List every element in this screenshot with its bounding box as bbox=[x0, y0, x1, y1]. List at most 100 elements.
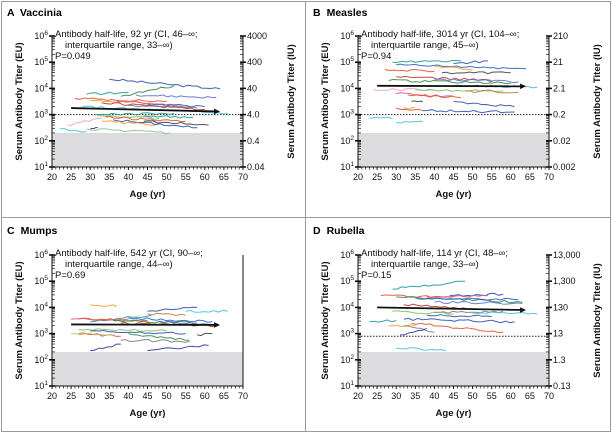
subject-trajectory-line bbox=[396, 296, 523, 304]
panel-name: Measles bbox=[327, 7, 368, 19]
subject-trajectory-line bbox=[90, 343, 121, 352]
x-tick-label: 25 bbox=[66, 172, 76, 182]
mean-trend-arrowhead bbox=[520, 83, 527, 90]
x-tick-label: 30 bbox=[85, 172, 95, 182]
y-tick-label: 101 bbox=[340, 380, 354, 391]
x-tick-label: 40 bbox=[123, 172, 133, 182]
y-tick-base: 10 bbox=[340, 302, 350, 312]
x-tick-label: 35 bbox=[104, 391, 114, 401]
y-tick-exponent: 3 bbox=[44, 109, 48, 116]
y-tick-base: 10 bbox=[340, 162, 350, 172]
y-tick-exponent: 6 bbox=[350, 249, 354, 256]
y-right-tick-label: 0.13 bbox=[553, 381, 571, 391]
y-tick-base: 10 bbox=[34, 110, 44, 120]
mean-trend-arrowhead bbox=[214, 108, 221, 115]
panel-letter: D bbox=[313, 225, 321, 237]
y-right-tick-label: 0.4 bbox=[247, 136, 260, 146]
y-right-axis-label: Serum Antibody Titer (IU) bbox=[592, 44, 603, 159]
subject-trajectory-line bbox=[434, 300, 523, 305]
y-axis-label: Serum Antibody Titer (EU) bbox=[14, 261, 25, 379]
below-detection-shading bbox=[358, 351, 549, 386]
x-tick-label: 60 bbox=[506, 391, 516, 401]
x-tick-label: 35 bbox=[410, 172, 420, 182]
y-tick-base: 10 bbox=[340, 381, 350, 391]
panel-title: A Vaccinia bbox=[7, 7, 62, 19]
subject-trajectory-line bbox=[392, 60, 462, 64]
x-tick-label: 30 bbox=[85, 391, 95, 401]
y-tick-base: 10 bbox=[340, 110, 350, 120]
x-tick-label: 70 bbox=[544, 172, 554, 182]
p-value-annotation: P=0.69 bbox=[55, 270, 85, 281]
x-tick-label: 20 bbox=[47, 391, 57, 401]
x-axis-label: Age (yr) bbox=[130, 408, 166, 419]
x-tick-label: 45 bbox=[142, 172, 152, 182]
subject-trajectory-line bbox=[78, 328, 167, 332]
subject-trajectory-line bbox=[400, 327, 427, 336]
y-tick-base: 10 bbox=[34, 276, 44, 286]
x-tick-label: 25 bbox=[372, 391, 382, 401]
mean-trend-arrowhead bbox=[214, 322, 221, 328]
subject-trajectory-line bbox=[434, 78, 519, 84]
subject-trajectory-line bbox=[90, 304, 118, 308]
subject-trajectory-line bbox=[392, 280, 466, 290]
y-axis-label: Serum Antibody Titer (EU) bbox=[14, 42, 25, 160]
y-tick-label: 104 bbox=[340, 301, 354, 312]
x-axis-label: Age (yr) bbox=[436, 189, 472, 200]
panel-divider-vertical bbox=[305, 1, 306, 431]
x-tick-label: 65 bbox=[219, 391, 229, 401]
mean-trend-line bbox=[377, 84, 523, 88]
below-detection-shading bbox=[52, 132, 243, 167]
below-detection-shading bbox=[358, 132, 549, 167]
subject-trajectory-line bbox=[415, 88, 504, 92]
subject-trajectory-line bbox=[411, 100, 423, 103]
y-right-tick-label: 400 bbox=[247, 57, 262, 67]
subject-trajectory-line bbox=[441, 71, 511, 75]
panel-name: Vaccinia bbox=[20, 7, 62, 19]
x-tick-label: 55 bbox=[487, 391, 497, 401]
subject-trajectory-line bbox=[403, 106, 416, 110]
subject-trajectory-line bbox=[472, 311, 538, 315]
y-tick-exponent: 5 bbox=[44, 275, 48, 282]
x-tick-label: 40 bbox=[123, 391, 133, 401]
y-tick-label: 103 bbox=[34, 109, 48, 120]
y-right-tick-label: 21 bbox=[553, 57, 563, 67]
subject-trajectory-line bbox=[86, 91, 129, 96]
subject-trajectory-line bbox=[120, 85, 175, 97]
x-tick-label: 50 bbox=[162, 391, 172, 401]
y-right-tick-label: 1.3 bbox=[553, 355, 566, 365]
subject-trajectory-line bbox=[396, 347, 447, 352]
y-tick-exponent: 4 bbox=[44, 82, 48, 89]
y-tick-exponent: 4 bbox=[350, 82, 354, 89]
y-tick-exponent: 1 bbox=[44, 161, 48, 168]
x-tick-label: 65 bbox=[525, 172, 535, 182]
y-tick-label: 104 bbox=[340, 82, 354, 93]
x-tick-label: 70 bbox=[544, 391, 554, 401]
y-tick-base: 10 bbox=[340, 31, 350, 41]
x-tick-label: 45 bbox=[142, 391, 152, 401]
subject-trajectory-line bbox=[407, 94, 462, 99]
x-tick-label: 60 bbox=[200, 391, 210, 401]
y-tick-label: 103 bbox=[340, 328, 354, 339]
y-tick-label: 102 bbox=[340, 354, 354, 365]
y-axis-label: Serum Antibody Titer (EU) bbox=[320, 42, 331, 160]
subject-trajectory-line bbox=[197, 332, 213, 337]
x-tick-label: 50 bbox=[162, 172, 172, 182]
y-tick-label: 105 bbox=[340, 56, 354, 67]
y-tick-exponent: 6 bbox=[350, 30, 354, 37]
y-tick-base: 10 bbox=[34, 250, 44, 260]
y-right-tick-label: 2.1 bbox=[553, 83, 566, 93]
y-tick-label: 106 bbox=[340, 249, 354, 260]
subject-trajectory-line bbox=[90, 329, 186, 335]
y-tick-base: 10 bbox=[340, 329, 350, 339]
y-axis-label: Serum Antibody Titer (EU) bbox=[320, 261, 331, 379]
y-tick-exponent: 4 bbox=[350, 301, 354, 308]
subject-trajectory-line bbox=[403, 325, 435, 333]
y-tick-base: 10 bbox=[34, 31, 44, 41]
mean-trend-line bbox=[71, 107, 217, 113]
subject-trajectory-line bbox=[388, 324, 416, 328]
x-tick-label: 55 bbox=[181, 172, 191, 182]
y-right-tick-label: 4000 bbox=[247, 31, 267, 41]
subject-trajectory-line bbox=[453, 101, 515, 108]
